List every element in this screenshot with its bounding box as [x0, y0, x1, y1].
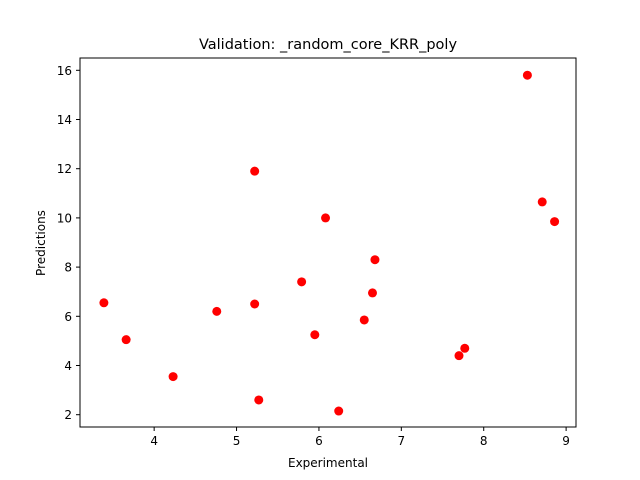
data-point-4 [250, 166, 260, 176]
data-point-3 [212, 306, 222, 316]
y-tick-label: 14 [57, 113, 72, 127]
y-tick-label: 12 [57, 162, 72, 176]
data-point-11 [359, 315, 369, 325]
x-tick-label: 6 [315, 434, 323, 448]
y-tick-label: 4 [64, 359, 72, 373]
plot-frame [79, 57, 577, 428]
data-point-1 [121, 335, 131, 345]
y-tick-label: 16 [57, 64, 72, 78]
x-tick-label: 8 [480, 434, 488, 448]
data-point-17 [537, 197, 547, 207]
data-point-9 [321, 213, 331, 223]
data-point-0 [99, 298, 109, 308]
x-tick-label: 4 [150, 434, 158, 448]
y-tick-label: 8 [64, 261, 72, 275]
data-point-2 [168, 372, 178, 382]
data-point-8 [310, 330, 320, 340]
x-tick-label: 5 [233, 434, 241, 448]
chart-title: Validation: _random_core_KRR_poly [199, 37, 458, 53]
data-point-7 [297, 277, 307, 287]
data-points [99, 70, 560, 416]
data-point-18 [550, 217, 560, 227]
data-point-13 [370, 255, 380, 265]
x-tick-label: 7 [398, 434, 406, 448]
data-point-5 [250, 299, 260, 309]
data-point-10 [334, 406, 344, 416]
x-axis-label: Experimental [288, 456, 368, 470]
data-point-12 [367, 288, 377, 298]
x-tick-label: 9 [562, 434, 570, 448]
y-tick-label: 6 [64, 310, 72, 324]
data-point-6 [254, 395, 264, 405]
data-point-16 [522, 70, 532, 80]
axis-ticks: 4 5 6 7 8 9 2 4 6 8 10 12 14 16 [57, 64, 570, 448]
y-tick-label: 2 [64, 408, 72, 422]
data-point-14 [454, 351, 464, 361]
y-axis-label: Predictions [34, 210, 48, 276]
y-tick-label: 10 [57, 211, 72, 225]
data-point-15 [460, 343, 470, 353]
